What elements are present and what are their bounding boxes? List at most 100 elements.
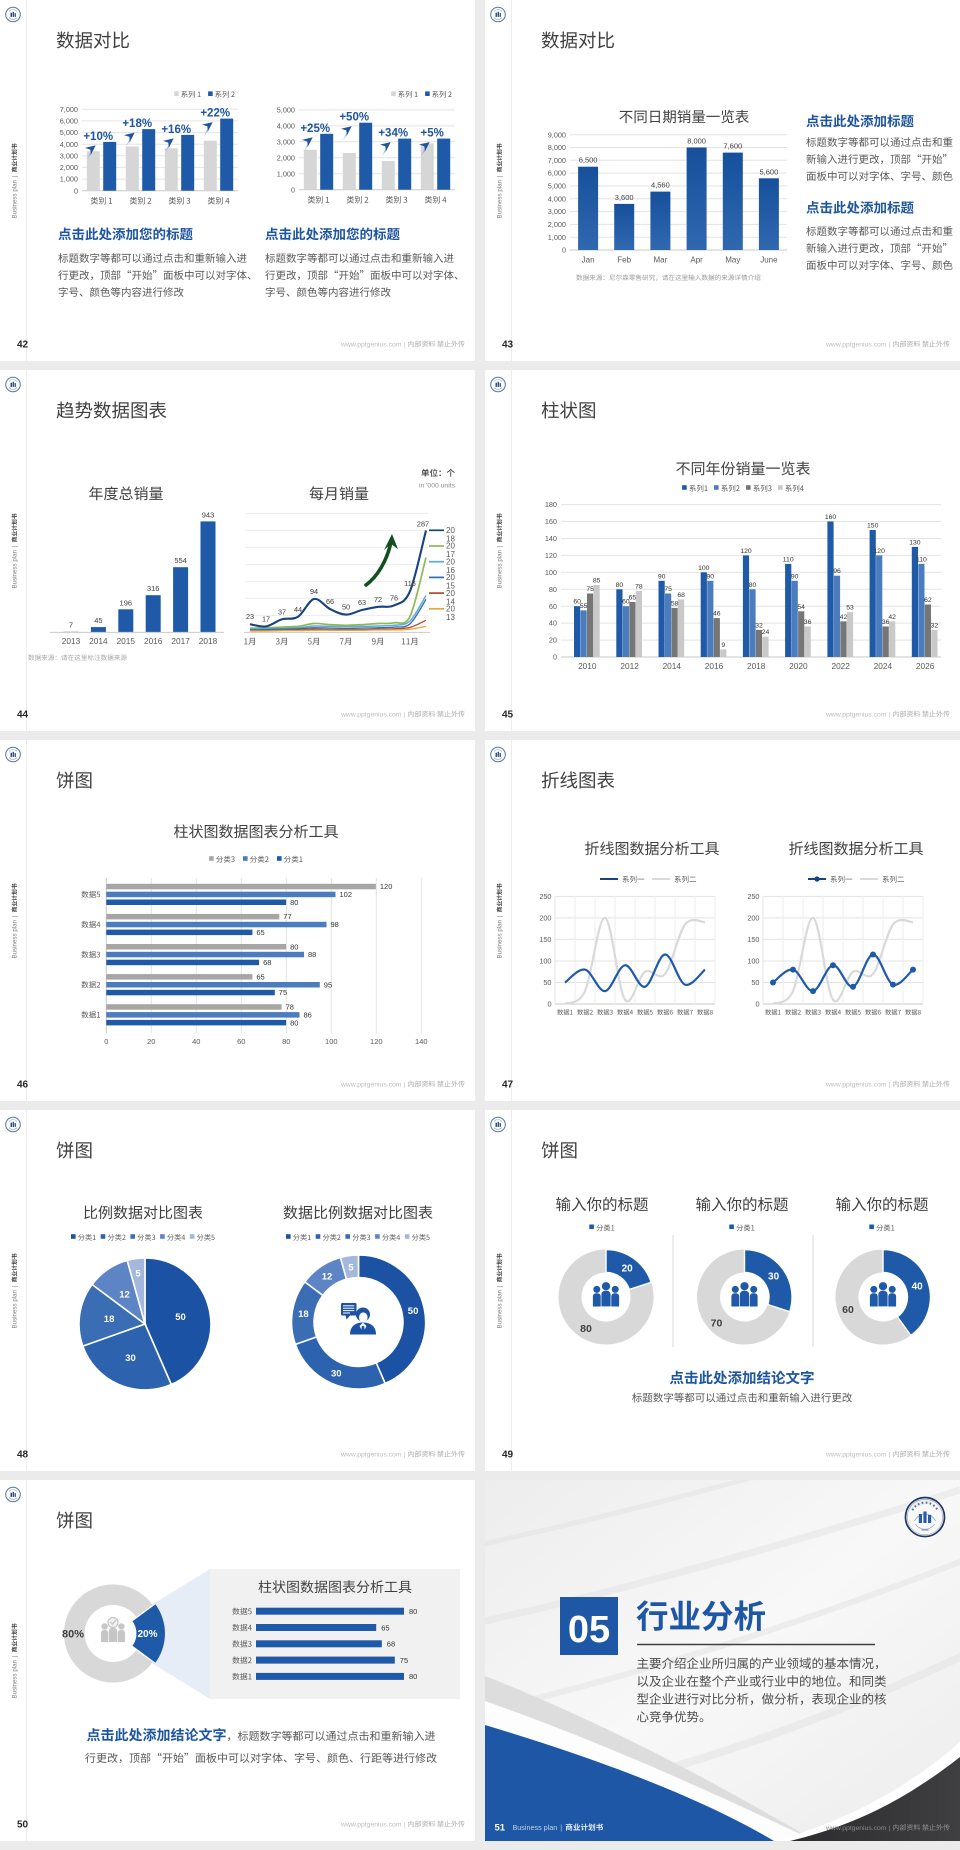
svg-text:2018: 2018: [199, 636, 218, 646]
svg-text:Business plan: Business plan: [12, 549, 19, 588]
svg-text:72: 72: [374, 595, 382, 604]
svg-text:20: 20: [446, 573, 455, 582]
svg-text:2014: 2014: [663, 661, 682, 671]
svg-text:62: 62: [924, 597, 932, 604]
svg-text:www.pptgenius.com |: www.pptgenius.com |: [340, 1822, 405, 1829]
svg-text:12: 12: [322, 1272, 333, 1283]
svg-text:36: 36: [804, 619, 812, 626]
svg-text:+50%: +50%: [339, 112, 369, 124]
svg-text:2024: 2024: [874, 661, 893, 671]
svg-text:70: 70: [711, 1318, 723, 1330]
svg-text:Feb: Feb: [617, 256, 631, 265]
svg-text:68: 68: [677, 592, 685, 599]
svg-text:100: 100: [747, 957, 759, 966]
svg-text:5,000: 5,000: [548, 182, 566, 191]
svg-text:+5%: +5%: [421, 128, 444, 140]
svg-text:68: 68: [263, 958, 271, 967]
svg-text:80%: 80%: [62, 1629, 84, 1641]
svg-text:www.pptgenius.com |: www.pptgenius.com |: [340, 712, 405, 719]
svg-text:120: 120: [380, 882, 393, 891]
svg-text:40: 40: [549, 619, 557, 628]
svg-text:250: 250: [539, 892, 551, 901]
svg-text:+18%: +18%: [122, 118, 152, 130]
svg-text:www.pptgenius.com |: www.pptgenius.com |: [340, 1082, 405, 1089]
svg-text:65: 65: [256, 928, 264, 937]
svg-text:+34%: +34%: [378, 128, 408, 140]
svg-text:12: 12: [119, 1290, 130, 1301]
svg-text:+10%: +10%: [83, 131, 113, 143]
svg-text:30: 30: [125, 1353, 136, 1364]
svg-text:2,000: 2,000: [548, 220, 566, 229]
svg-text:943: 943: [202, 510, 215, 519]
svg-text:20: 20: [446, 542, 455, 551]
svg-text:www.pptgenius.com |: www.pptgenius.com |: [825, 712, 890, 719]
svg-text:75: 75: [586, 586, 594, 593]
svg-text:50: 50: [175, 1312, 186, 1323]
svg-text:98: 98: [331, 920, 339, 929]
svg-text:20: 20: [446, 589, 455, 598]
svg-text:30: 30: [331, 1369, 342, 1380]
svg-text:17: 17: [446, 550, 455, 559]
svg-text:20: 20: [549, 636, 557, 645]
svg-text:17: 17: [262, 614, 270, 623]
svg-text:Business plan: Business plan: [497, 919, 504, 958]
svg-text:80: 80: [290, 898, 298, 907]
svg-text:32: 32: [931, 622, 939, 629]
svg-text:80: 80: [409, 1672, 417, 1681]
svg-text:42: 42: [840, 614, 848, 621]
svg-text:|: |: [12, 915, 19, 917]
svg-text:www.pptgenius.com |: www.pptgenius.com |: [340, 342, 405, 349]
svg-text:160: 160: [545, 517, 557, 526]
svg-text:6,000: 6,000: [548, 169, 566, 178]
svg-text:120: 120: [370, 1037, 383, 1046]
svg-text:32: 32: [755, 622, 763, 629]
svg-text:www.pptgenius.com |: www.pptgenius.com |: [340, 1452, 405, 1459]
svg-text:2,000: 2,000: [60, 163, 78, 172]
svg-text:|: |: [12, 1285, 19, 1287]
svg-text:5,600: 5,600: [760, 167, 779, 176]
svg-text:5,000: 5,000: [277, 106, 295, 115]
svg-text:Apr: Apr: [690, 256, 703, 265]
svg-text:|: |: [497, 175, 504, 177]
svg-text:05: 05: [568, 1609, 610, 1651]
svg-text:18: 18: [104, 1314, 115, 1325]
svg-text:80: 80: [749, 582, 757, 589]
svg-text:77: 77: [283, 912, 291, 921]
svg-text:www.pptgenius.com |: www.pptgenius.com |: [825, 1452, 890, 1459]
svg-text:1,000: 1,000: [277, 169, 295, 178]
svg-text:85: 85: [593, 578, 601, 585]
svg-text:196: 196: [120, 598, 133, 607]
svg-text:|: |: [560, 1823, 562, 1832]
svg-text:110: 110: [783, 556, 794, 563]
svg-text:9,000: 9,000: [548, 130, 566, 139]
svg-text:37: 37: [278, 607, 286, 616]
svg-text:200: 200: [747, 914, 759, 923]
svg-text:65: 65: [256, 973, 264, 982]
svg-text:7,600: 7,600: [723, 142, 742, 151]
svg-text:2012: 2012: [620, 661, 639, 671]
svg-text:88: 88: [308, 950, 316, 959]
svg-text:|: |: [497, 915, 504, 917]
svg-text:4,000: 4,000: [548, 194, 566, 203]
svg-text:23: 23: [246, 612, 254, 621]
svg-text:Business plan: Business plan: [12, 919, 19, 958]
svg-text:20: 20: [446, 605, 455, 614]
svg-text:116: 116: [404, 579, 416, 588]
svg-text:554: 554: [174, 556, 187, 565]
svg-text:46: 46: [713, 611, 721, 618]
svg-text:2015: 2015: [117, 636, 136, 646]
svg-text:76: 76: [390, 593, 398, 602]
svg-text:5,000: 5,000: [60, 128, 78, 137]
svg-text:2018: 2018: [747, 661, 766, 671]
svg-text:1,000: 1,000: [60, 175, 78, 184]
svg-text:50: 50: [17, 1820, 29, 1831]
svg-text:0: 0: [74, 186, 78, 195]
svg-text:96: 96: [833, 568, 841, 575]
svg-text:65: 65: [629, 595, 637, 602]
svg-text:2017: 2017: [171, 636, 190, 646]
svg-text:|: |: [12, 1655, 19, 1657]
svg-text:in '000 units: in '000 units: [419, 483, 456, 490]
svg-text:20: 20: [446, 557, 455, 566]
svg-text:50: 50: [342, 603, 350, 612]
svg-text:3,000: 3,000: [277, 137, 295, 146]
